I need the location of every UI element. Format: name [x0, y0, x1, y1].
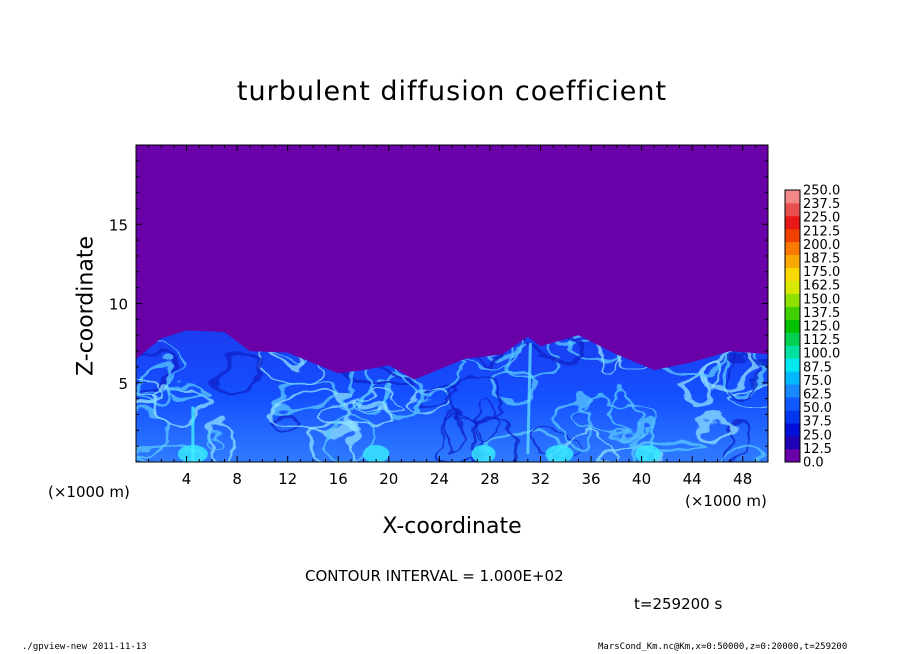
eddy-stroke	[353, 395, 411, 410]
colorbar-swatch	[785, 202, 800, 217]
colorbar-label: 225.0	[803, 211, 840, 226]
x-tick-label: 28	[480, 470, 499, 488]
eddy-stroke	[136, 412, 170, 459]
colorbar-swatch	[785, 228, 800, 243]
eddy-stroke	[579, 399, 650, 433]
colorbar-label: 175.0	[803, 265, 840, 280]
colorbar-swatch	[785, 384, 800, 398]
colorbar-swatch	[785, 293, 800, 307]
x-axis-unit-left: (×1000 m)	[48, 483, 130, 501]
colorbar-label: 112.5	[803, 333, 840, 348]
x-tick-label: 36	[581, 470, 600, 488]
colorbar-label: 187.5	[803, 252, 840, 267]
eddy-stroke	[446, 380, 502, 429]
x-tick-label: 8	[232, 470, 242, 488]
eddy-stroke	[724, 445, 768, 462]
colorbar-label: 50.0	[803, 401, 832, 416]
colorbar-swatch	[785, 280, 800, 294]
colorbar-label: 37.5	[803, 415, 832, 430]
colorbar-label: 100.0	[803, 347, 840, 362]
colorbar-label: 25.0	[803, 428, 832, 443]
eddy-stroke	[612, 391, 637, 432]
eddy-stroke	[223, 355, 265, 393]
colorbar-swatch	[785, 371, 800, 385]
colorbar-label: 137.5	[803, 306, 840, 321]
colorbar: 250.0237.5225.0212.5200.0187.5175.0162.5…	[784, 184, 840, 471]
colorbar-label: 237.5	[803, 197, 840, 212]
eddy-stroke	[171, 377, 216, 399]
footer-program-info: ./gpview-new 2011-11-13	[22, 642, 147, 652]
colorbar-label: 212.5	[803, 224, 840, 239]
colorbar-swatch	[785, 215, 800, 230]
x-tick-label: 12	[278, 470, 297, 488]
eddy-stroke	[275, 391, 353, 434]
colorbar-swatch	[785, 332, 800, 346]
chart-title: turbulent diffusion coefficient	[236, 76, 668, 107]
y-tick-label: 10	[109, 296, 128, 314]
colorbar-label: 0.0	[803, 456, 824, 471]
x-tick-label: 44	[683, 470, 702, 488]
colorbar-swatch	[785, 345, 800, 359]
colorbar-swatch	[785, 449, 800, 463]
colorbar-swatch	[785, 410, 800, 424]
eddy-stroke	[326, 417, 374, 462]
eddy-stroke	[729, 384, 768, 407]
x-axis-unit-right: (×1000 m)	[685, 492, 767, 510]
y-tick-label: 15	[109, 216, 128, 234]
surface-plume	[545, 445, 574, 462]
colorbar-swatch	[785, 358, 800, 372]
colorbar-swatch	[785, 241, 800, 256]
colorbar-swatch	[785, 436, 800, 450]
colorbar-label: 75.0	[803, 374, 832, 389]
eddy-stroke	[207, 419, 234, 462]
colorbar-label: 62.5	[803, 388, 832, 403]
colorbar-swatch	[785, 319, 800, 333]
x-tick-label: 4	[182, 470, 192, 488]
x-tick-label: 40	[632, 470, 651, 488]
colorbar-swatch	[785, 423, 800, 437]
colorbar-frame	[784, 189, 801, 463]
contour-interval-label: CONTOUR INTERVAL = 1.000E+02	[305, 567, 564, 585]
x-tick-label: 16	[329, 470, 348, 488]
colorbar-label: 125.0	[803, 320, 840, 335]
vertical-plume	[526, 343, 532, 455]
colorbar-swatch	[785, 306, 800, 320]
surface-plume	[634, 445, 661, 462]
colorbar-swatch	[785, 267, 800, 281]
y-tick-label: 5	[118, 375, 128, 393]
colorbar-label: 12.5	[803, 442, 832, 457]
colorbar-swatch	[785, 397, 800, 411]
colorbar-label: 200.0	[803, 238, 840, 253]
x-axis-label: X-coordinate	[0, 514, 904, 539]
colorbar-label: 150.0	[803, 292, 840, 307]
surface-plume	[363, 445, 390, 462]
colorbar-label: 87.5	[803, 360, 832, 375]
footer-data-source: MarsCond_Km.nc@Km,x=0:50000,z=0:20000,t=…	[598, 642, 848, 652]
eddy-stroke	[271, 409, 305, 439]
surface-plume	[471, 445, 496, 462]
eddy-stroke	[337, 369, 415, 390]
time-label: t=259200 s	[634, 595, 723, 613]
colorbar-swatch	[785, 254, 800, 269]
eddy-stroke	[556, 397, 599, 448]
eddy-stroke	[696, 420, 733, 440]
eddy-stroke	[203, 431, 223, 449]
colorbar-swatch	[785, 190, 800, 204]
x-tick-label: 32	[531, 470, 550, 488]
plot-area	[136, 145, 768, 462]
colorbar-label: 250.0	[803, 184, 840, 199]
eddy-stroke	[425, 383, 458, 403]
x-tick-label: 20	[379, 470, 398, 488]
x-axis-label-text: X-coordinate	[382, 514, 522, 539]
x-tick-label: 24	[430, 470, 449, 488]
x-tick-label: 48	[733, 470, 752, 488]
colorbar-label: 162.5	[803, 279, 840, 294]
